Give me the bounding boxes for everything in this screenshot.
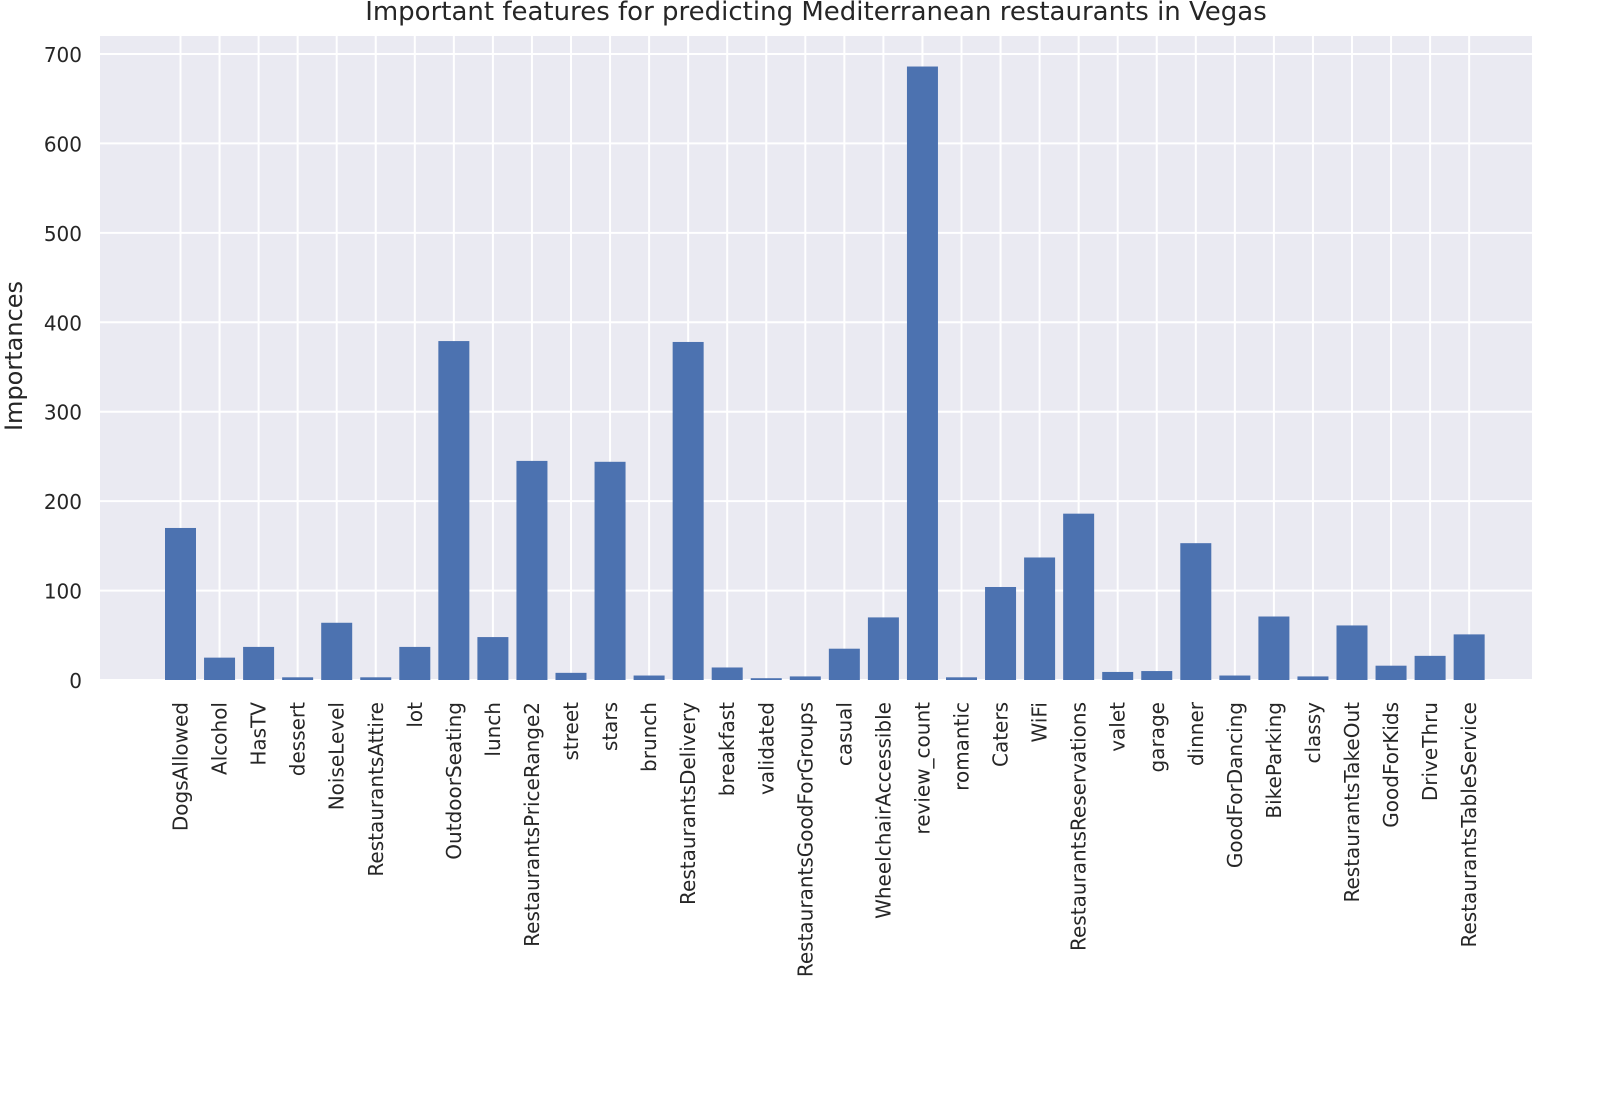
x-tick-label: Caters	[989, 702, 1013, 767]
bar-wheelchairaccessible	[867, 617, 899, 680]
x-tick-label: dessert	[286, 702, 310, 776]
x-tick-label: DogsAllowed	[169, 702, 193, 831]
bar-brunch	[633, 675, 665, 680]
y-tick-label: 500	[44, 222, 82, 246]
x-tick-label: lunch	[481, 702, 505, 757]
x-tick-label: stars	[598, 702, 622, 751]
bar-romantic	[946, 677, 977, 680]
x-tick-labels: DogsAllowed Alcohol HasTV dessert NoiseLevel…	[169, 701, 1482, 977]
x-tick-label: GoodForKids	[1379, 702, 1403, 828]
bar-garage	[1141, 671, 1173, 680]
bar-classy	[1297, 676, 1329, 680]
x-tick-label: casual	[832, 702, 856, 766]
bar-stars	[594, 461, 626, 680]
y-tick-label: 700	[44, 43, 82, 67]
y-tick-label: 200	[44, 490, 82, 514]
bar-street	[555, 672, 587, 680]
bar-outdoorseating	[438, 341, 470, 680]
bar-restaurantstakeout	[1336, 625, 1368, 680]
x-tick-label: review_count	[910, 702, 934, 835]
bar-restaurantsattire	[360, 677, 392, 680]
bar-valet	[1102, 671, 1134, 680]
y-tick-label: 400	[44, 311, 82, 335]
x-tick-label: RestaurantsPriceRange2	[520, 702, 544, 947]
x-tick-label: NoiseLevel	[325, 702, 349, 810]
bar-drivethru	[1414, 655, 1446, 680]
plot-background	[100, 36, 1532, 680]
x-tick-label: Alcohol	[208, 702, 232, 775]
bar-dessert	[282, 677, 314, 680]
bar-dinner	[1180, 543, 1212, 680]
bar-restaurantsgoodforgroups	[789, 676, 821, 680]
bar-dogsallowed	[165, 527, 196, 680]
x-tick-label: valet	[1106, 702, 1130, 752]
x-tick-label: BikeParking	[1262, 702, 1286, 819]
x-tick-label: WheelchairAccessible	[871, 702, 895, 919]
bar-restaurantsreservations	[1063, 513, 1095, 680]
bar-restaurantsdelivery	[672, 341, 704, 680]
x-tick-label: RestaurantsTableService	[1457, 702, 1481, 948]
x-tick-label: HasTV	[247, 702, 271, 766]
bar-hastv	[243, 646, 275, 680]
x-tick-label: RestaurantsAttire	[364, 702, 388, 877]
bar-noiselevel	[321, 622, 353, 680]
x-tick-label: lot	[403, 702, 427, 728]
x-tick-label: RestaurantsDelivery	[676, 702, 700, 905]
x-tick-label: validated	[754, 702, 778, 795]
x-tick-label: garage	[1145, 702, 1169, 772]
x-tick-label: WiFi	[1028, 702, 1052, 743]
x-tick-label: DriveThru	[1418, 702, 1442, 801]
bar-caters	[985, 586, 1017, 680]
x-tick-label: OutdoorSeating	[442, 702, 466, 860]
x-tick-label: breakfast	[715, 702, 739, 796]
bar-alcohol	[204, 657, 236, 680]
y-tick-label: 600	[44, 132, 82, 156]
chart-title: Important features for predicting Medite…	[365, 0, 1267, 27]
grid-lines	[100, 36, 1532, 681]
bar-restaurantstableservice	[1453, 634, 1485, 680]
bar-review-count	[906, 66, 938, 680]
bar-wifi	[1024, 557, 1056, 680]
y-tick-label: 100	[44, 580, 82, 604]
bars	[165, 66, 1485, 680]
y-axis-label: Importances	[0, 281, 28, 431]
bar-validated	[750, 678, 782, 680]
x-tick-label: GoodForDancing	[1223, 702, 1247, 868]
x-tick-label: dinner	[1184, 701, 1208, 766]
x-tick-label: romantic	[950, 702, 974, 791]
bar-restaurantspricerange2	[516, 460, 548, 680]
bar-breakfast	[711, 667, 743, 680]
bar-bikeparking	[1258, 616, 1290, 680]
x-tick-label: street	[559, 702, 583, 761]
bar-lunch	[477, 637, 509, 680]
x-tick-label: classy	[1301, 702, 1325, 764]
bar-goodfordancing	[1219, 675, 1251, 680]
y-tick-label: 300	[44, 401, 82, 425]
y-tick-label: 0	[69, 669, 82, 693]
bar-goodforkids	[1375, 665, 1407, 680]
x-tick-label: brunch	[637, 702, 661, 772]
y-tick-labels: 0 100 200 300 400 500 600 700	[44, 43, 82, 693]
x-tick-label: RestaurantsTakeOut	[1340, 702, 1364, 903]
bar-lot	[399, 646, 431, 680]
bar-casual	[828, 648, 860, 680]
x-tick-label: RestaurantsGoodForGroups	[793, 702, 817, 977]
x-tick-label: RestaurantsReservations	[1067, 702, 1091, 951]
